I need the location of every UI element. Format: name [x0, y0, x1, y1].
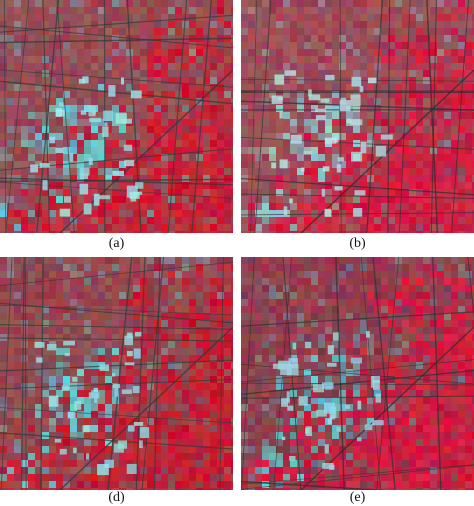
satellite-image-a-canvas — [0, 0, 233, 233]
satellite-image-a — [0, 0, 233, 233]
satellite-image-d — [0, 257, 233, 490]
satellite-image-b-canvas — [241, 0, 474, 233]
caption-e: (e) — [349, 490, 366, 505]
satellite-image-d-canvas — [0, 257, 233, 490]
satellite-image-e — [241, 257, 474, 490]
satellite-image-b — [241, 0, 474, 233]
satellite-image-e-canvas — [241, 257, 474, 490]
caption-d: (d) — [108, 490, 125, 505]
caption-b: (b) — [349, 236, 366, 251]
caption-a: (a) — [108, 236, 125, 251]
